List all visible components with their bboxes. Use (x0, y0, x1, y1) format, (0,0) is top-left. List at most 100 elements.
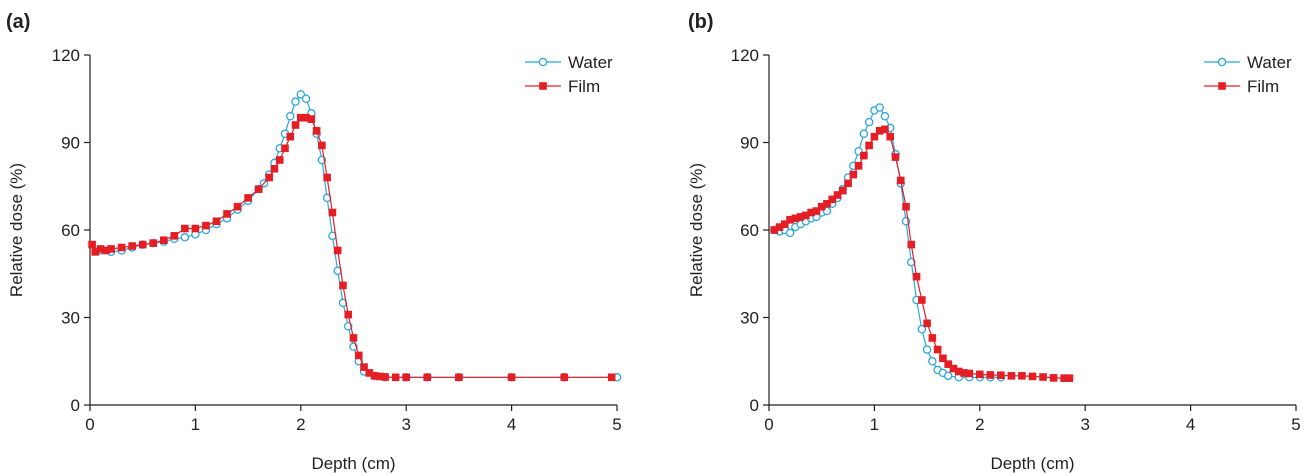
x-tick-label: 5 (612, 415, 621, 434)
legend-label-water: Water (568, 53, 613, 72)
data-point-film (838, 186, 847, 195)
data-point-film (275, 156, 284, 164)
data-point-film (802, 211, 810, 220)
data-point-film (323, 173, 331, 182)
data-point-film (286, 132, 295, 141)
legend-marker-film (1218, 82, 1226, 90)
data-point-film (117, 243, 126, 252)
data-point-film (291, 121, 300, 129)
panel-label: (a) (6, 11, 30, 33)
data-point-water (296, 90, 306, 99)
data-point-film (244, 194, 252, 202)
data-point-film (770, 226, 779, 234)
y-tick-label: 90 (61, 134, 80, 153)
data-point-film (886, 132, 895, 141)
data-point-water (875, 103, 884, 112)
x-tick-label: 0 (764, 415, 773, 434)
data-point-film (833, 191, 842, 199)
data-point-film (223, 210, 231, 218)
data-point-film (376, 372, 384, 381)
data-point-film (360, 363, 368, 371)
data-point-film (865, 141, 873, 150)
series-line-water (774, 106, 1001, 378)
data-point-film (181, 224, 189, 233)
chart-panel-2: (b) 0 30 60 90 120 0 1 2 3 4 5 Depth (cm) Relative do… (687, 11, 1301, 473)
x-axis-title: Depth (cm) (990, 454, 1074, 473)
data-point-film (233, 202, 242, 211)
data-point-water (864, 117, 874, 127)
data-point-film (849, 170, 858, 179)
x-tick-label: 2 (975, 415, 984, 434)
data-point-water (928, 356, 937, 366)
data-point-water (907, 257, 916, 267)
data-point-film (807, 208, 815, 217)
data-point-film (318, 141, 326, 150)
y-tick-label: 120 (731, 46, 759, 65)
data-point-film (96, 245, 105, 253)
data-point-film (960, 369, 968, 377)
data-point-film (354, 351, 363, 360)
series-line-film (774, 128, 1070, 379)
data-point-film (270, 164, 279, 173)
data-point-film (328, 208, 337, 217)
data-point-film (349, 334, 358, 342)
data-point-film (107, 245, 115, 253)
data-point-film (902, 202, 910, 211)
data-point-film (507, 373, 516, 382)
data-point-film (607, 373, 616, 382)
data-point-film (875, 127, 884, 135)
data-point-film (923, 319, 931, 328)
data-point-film (1065, 374, 1074, 382)
data-point-film (928, 334, 937, 342)
data-point-film (907, 240, 916, 249)
data-point-film (997, 371, 1005, 380)
legend-marker-water (538, 57, 548, 67)
data-point-film (455, 373, 463, 382)
data-point-film (128, 242, 136, 250)
data-point-film (423, 373, 432, 382)
y-tick-label: 30 (740, 309, 759, 328)
data-point-film (138, 240, 147, 249)
x-tick-label: 2 (296, 415, 305, 434)
data-point-water (785, 228, 795, 238)
series-film (88, 113, 616, 382)
data-point-film (381, 373, 389, 381)
y-axis-title: Relative dose (%) (7, 163, 26, 297)
data-point-film (344, 310, 353, 319)
data-point-film (281, 144, 289, 153)
x-tick-label: 4 (1186, 415, 1195, 434)
legend-label-film: Film (568, 77, 600, 96)
legend: Water Film (1204, 53, 1292, 96)
data-point-film (896, 176, 905, 185)
data-point-film (339, 281, 347, 290)
data-point-film (812, 207, 821, 215)
y-tick-label: 60 (740, 221, 759, 240)
data-point-film (786, 215, 794, 224)
data-point-film (844, 179, 852, 188)
x-tick-label: 1 (870, 415, 879, 434)
y-tick-label: 90 (740, 134, 759, 153)
data-point-film (159, 236, 168, 245)
data-point-film (912, 272, 921, 281)
y-tick-label: 0 (750, 396, 759, 415)
data-point-film (817, 202, 826, 211)
data-point-film (254, 185, 263, 193)
data-point-water (301, 94, 311, 104)
data-point-film (828, 195, 837, 204)
data-point-film (265, 173, 273, 182)
y-axis-title: Relative dose (%) (687, 163, 706, 297)
data-point-film (976, 370, 984, 379)
data-point-film (402, 373, 410, 382)
data-point-water (880, 112, 890, 121)
data-point-film (965, 369, 974, 378)
data-point-film (870, 132, 879, 141)
data-point-film (91, 248, 100, 256)
data-point-film (560, 373, 569, 382)
data-point-film (860, 151, 868, 160)
data-point-film (365, 369, 374, 377)
x-tick-label: 4 (507, 415, 516, 434)
data-point-film (297, 113, 305, 122)
data-point-film (775, 223, 784, 231)
data-point-film (312, 127, 321, 135)
